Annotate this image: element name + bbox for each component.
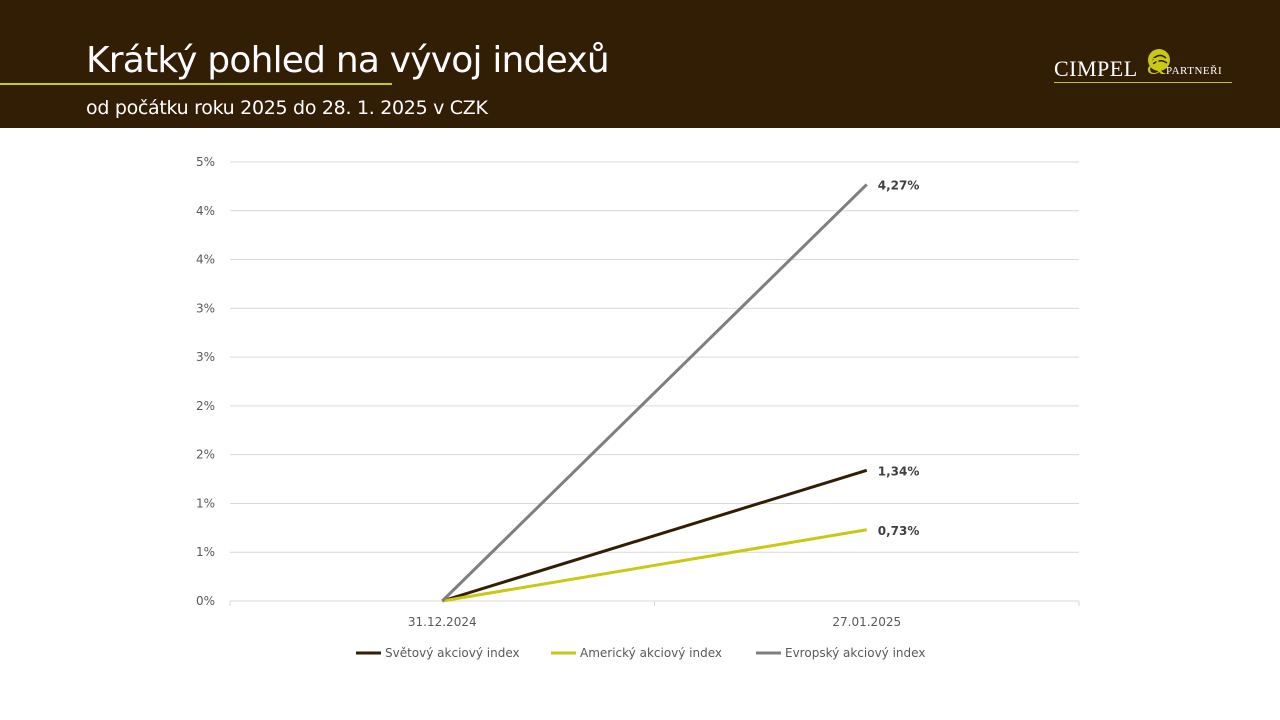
y-tick-label: 5% xyxy=(196,155,215,169)
header-bar xyxy=(0,0,1280,128)
page-subtitle: od počátku roku 2025 do 28. 1. 2025 v CZ… xyxy=(86,97,488,119)
y-tick-label: 1% xyxy=(196,545,215,559)
data-label: 1,34% xyxy=(878,464,920,478)
data-label: 4,27% xyxy=(878,178,920,192)
logo-suffix: PARTNEŘI xyxy=(1166,65,1223,77)
x-tick-label: 31.12.2024 xyxy=(408,615,477,629)
leaf-icon xyxy=(1148,49,1170,71)
legend-label: Evropský akciový index xyxy=(785,646,925,660)
x-tick-label: 27.01.2025 xyxy=(832,615,901,629)
data-label: 0,73% xyxy=(878,524,920,538)
logo-ampersand: & xyxy=(1147,54,1166,80)
y-tick-label: 4% xyxy=(196,204,215,218)
legend-label: Světový akciový index xyxy=(385,646,520,660)
series-line xyxy=(441,183,868,603)
line-chart: 0% 1% 1% 2% 2% 3% 3% 4% 4% 5% 31.12.2024 27.01.2025… xyxy=(196,155,1080,660)
series-line xyxy=(441,468,868,603)
y-tick-label: 3% xyxy=(196,350,215,364)
series-line xyxy=(442,528,867,603)
logo-name: CIMPEL xyxy=(1054,56,1138,81)
y-tick-label: 0% xyxy=(196,594,215,608)
y-tick-label: 2% xyxy=(196,399,215,413)
y-tick-label: 1% xyxy=(196,496,215,510)
y-tick-label: 4% xyxy=(196,253,215,267)
title-underline xyxy=(0,83,392,85)
page-title: Krátký pohled na vývoj indexů xyxy=(86,40,610,81)
y-tick-label: 3% xyxy=(196,301,215,315)
company-logo: CIMPEL & PARTNEŘI xyxy=(1054,46,1234,90)
y-tick-label: 2% xyxy=(196,448,215,462)
logo-underline xyxy=(1054,82,1232,83)
legend-label: Americký akciový index xyxy=(580,646,722,660)
